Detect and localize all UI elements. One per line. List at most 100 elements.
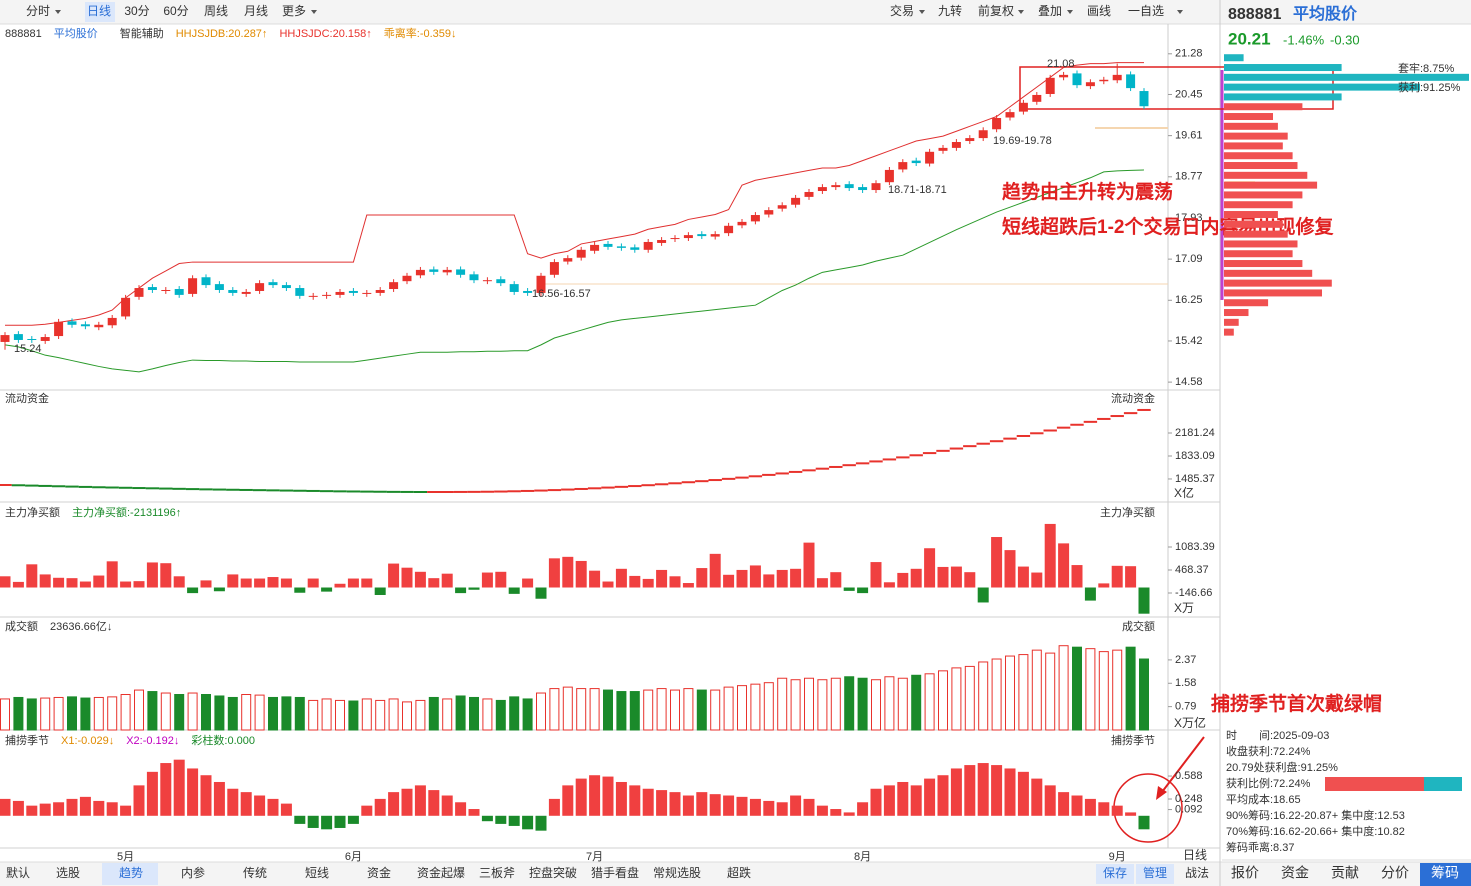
info-row: 获利比例:72.24% <box>1226 776 1311 790</box>
y-tick-label: 1485.37 <box>1175 473 1215 485</box>
histogram-bar <box>548 798 560 816</box>
volume-bar <box>428 696 439 731</box>
tab[interactable]: 管理 <box>1143 865 1167 880</box>
tab[interactable]: 资金 <box>367 865 391 880</box>
candle-body <box>429 269 439 272</box>
tab[interactable]: 短线 <box>305 866 329 880</box>
volume-bar <box>455 695 466 731</box>
tab[interactable]: 选股 <box>56 866 80 880</box>
histogram-bar <box>455 802 467 816</box>
tab[interactable]: 猎手看盘 <box>591 865 639 880</box>
toolbar-button[interactable]: 月线 <box>244 4 268 18</box>
toolbar-button[interactable]: 九转 <box>938 3 962 18</box>
bar <box>79 581 91 588</box>
toolbar-button[interactable]: 叠加 <box>1038 4 1062 18</box>
candle-body <box>94 324 104 328</box>
candle-body <box>630 247 640 250</box>
toolbar-button[interactable]: 一自选 <box>1128 4 1164 18</box>
histogram-bar <box>321 815 333 830</box>
bar <box>481 572 493 588</box>
volume-bar <box>268 696 278 731</box>
y-tick-label: 0.092 <box>1175 803 1203 815</box>
volume-bar <box>777 677 788 731</box>
histogram-bar <box>240 792 252 816</box>
toolbar-button[interactable]: 前复权 <box>978 3 1014 18</box>
volume-bar <box>335 699 345 731</box>
tab[interactable]: 内参 <box>181 865 205 880</box>
tab[interactable]: 常规选股 <box>653 865 701 880</box>
bar <box>254 578 266 588</box>
candle-body <box>335 291 345 295</box>
tab[interactable]: 保存 <box>1103 866 1127 880</box>
candle-body <box>1126 74 1136 89</box>
histogram-bar <box>0 798 11 816</box>
bar <box>682 583 694 588</box>
toolbar-button[interactable]: 更多 <box>282 4 306 18</box>
tab[interactable]: 控盘突破 <box>529 865 577 880</box>
tab[interactable]: 贡献 <box>1331 865 1359 881</box>
volume-bar <box>978 661 989 731</box>
y-tick-label: 21.28 <box>1175 48 1203 60</box>
candle-body <box>777 205 787 209</box>
band-line <box>4 169 1145 373</box>
tab[interactable]: 三板斧 <box>479 866 515 880</box>
tab[interactable]: 分价 <box>1381 865 1409 881</box>
panel-title: 捕捞季节 <box>5 733 49 747</box>
dropdown-icon[interactable] <box>1177 10 1183 14</box>
y-tick-label: 1833.09 <box>1175 450 1215 462</box>
x-tick-label: 5月 <box>117 851 134 863</box>
candle-body <box>1059 74 1069 78</box>
candle-body <box>1112 74 1122 81</box>
toolbar-button[interactable]: 周线 <box>204 4 228 18</box>
tab[interactable]: 超跌 <box>727 865 751 880</box>
bar <box>441 573 453 588</box>
histogram-bar <box>1111 805 1123 816</box>
chip-label: 套牢:8.75% <box>1398 61 1454 75</box>
toolbar-button[interactable]: 画线 <box>1087 4 1111 18</box>
price-annotation: 21.08 <box>1047 58 1075 70</box>
highlight-circle <box>1113 773 1183 843</box>
tab[interactable]: 筹码 <box>1431 865 1459 881</box>
tab[interactable]: 趋势 <box>119 866 143 880</box>
toolbar-button[interactable]: 日线 <box>87 4 111 18</box>
candle-body <box>563 258 573 262</box>
chip-bar <box>1224 152 1293 160</box>
histogram-bar <box>187 768 199 816</box>
tab[interactable]: 资金 <box>1281 865 1309 881</box>
volume-bar <box>1085 648 1096 731</box>
histogram-bar <box>1071 795 1083 816</box>
tab[interactable]: 默认 <box>6 865 30 880</box>
histogram-bar <box>991 765 1003 816</box>
bar <box>642 578 654 588</box>
legend-item: X2:-0.192↓ <box>126 735 179 747</box>
tabbar-bg <box>0 862 1471 886</box>
tab[interactable]: 传统 <box>243 865 267 880</box>
histogram-bar <box>589 775 601 816</box>
bar <box>1058 543 1070 588</box>
toolbar-button[interactable]: 交易 <box>890 3 914 18</box>
info-row: 70%筹码:16.62-20.66+ 集中度:10.82 <box>1226 824 1405 838</box>
bar <box>12 581 24 588</box>
panel-title: 成交额 <box>1122 619 1155 633</box>
tab[interactable]: 资金起爆 <box>417 865 465 880</box>
info-row: 筹码乖离:8.37 <box>1226 840 1294 854</box>
candle-body <box>40 337 50 341</box>
tab[interactable]: 战法 <box>1185 866 1209 880</box>
histogram-bar <box>1031 778 1043 816</box>
panel-title: 主力净买额 <box>1100 505 1155 519</box>
bar <box>830 572 842 588</box>
volume-bar <box>294 696 305 731</box>
toolbar-button[interactable]: 分时 <box>26 4 50 18</box>
quote-code: 888881 <box>1228 6 1281 23</box>
info-row: 时 间:2025-09-03 <box>1226 729 1329 742</box>
volume-bar <box>763 682 774 731</box>
toolbar-button[interactable]: 30分 <box>124 4 149 18</box>
candle-body <box>1085 82 1095 87</box>
toolbar-button[interactable]: 60分 <box>163 4 188 18</box>
candle-body <box>415 269 425 276</box>
bar <box>1084 587 1096 601</box>
chip-bar <box>1224 299 1269 307</box>
histogram-bar <box>146 771 158 816</box>
candle-body <box>590 244 600 251</box>
tab[interactable]: 报价 <box>1231 865 1259 881</box>
